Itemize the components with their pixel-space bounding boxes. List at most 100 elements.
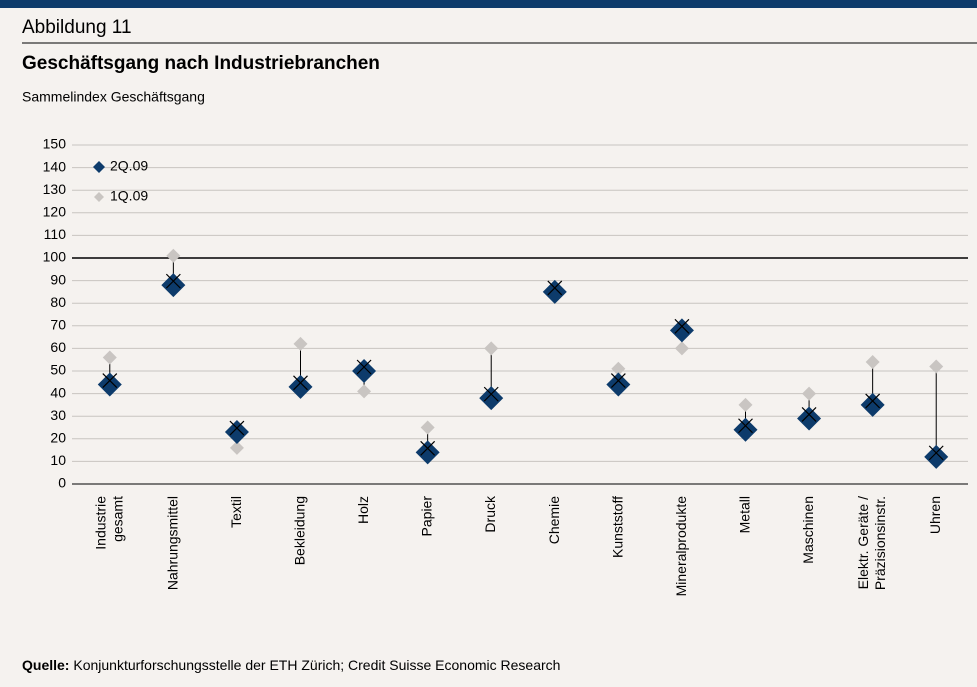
cross-2q [801, 407, 817, 422]
marker-1q [802, 386, 817, 401]
x-tick-label-line: Metall [736, 496, 752, 533]
cross-2q [483, 386, 499, 402]
legend-marker [93, 161, 105, 173]
cross-2q [928, 445, 944, 461]
top-bar [0, 0, 977, 8]
x-tick-label-line: Holz [355, 496, 371, 524]
y-tick-label: 120 [43, 204, 67, 220]
chart-subtitle: Sammelindex Geschäftsgang [22, 89, 205, 105]
y-tick-label: 100 [43, 249, 67, 265]
legend-marker [94, 192, 104, 202]
x-tick-label-line: Nahrungsmittel [164, 496, 180, 590]
cross-2q [293, 375, 308, 391]
x-tick-label: Papier [418, 496, 434, 537]
x-tick-label: Maschinen [800, 496, 816, 564]
y-tick-label: 30 [50, 407, 66, 423]
x-tick-label-line: Kunststoff [609, 496, 625, 558]
x-tick-label: Elektr. Geräte /Präzisionsinstr. [855, 496, 888, 590]
x-tick-label-line: Maschinen [800, 496, 816, 564]
marker-2q [669, 318, 694, 343]
marker-1q [674, 341, 689, 356]
y-tick-label: 90 [50, 271, 66, 287]
x-tick-label-line: Bekleidung [291, 496, 307, 565]
marker-2q [542, 279, 567, 304]
y-tick-label: 70 [50, 317, 66, 333]
marker-1q [357, 384, 372, 399]
y-tick-label: 60 [50, 339, 66, 355]
x-tick-label-line: Uhren [927, 496, 943, 534]
cross-2q [865, 393, 881, 409]
marker-1q [293, 336, 308, 351]
marker-1q [738, 397, 753, 412]
x-tick-label: Industriegesamt [92, 496, 125, 550]
legend-label: 1Q.09 [110, 188, 148, 204]
marker-1q [229, 440, 244, 455]
y-tick-label: 80 [50, 294, 66, 310]
cross-2q [738, 418, 753, 434]
cross-2q [674, 318, 690, 334]
x-tick-label-line: Chemie [545, 496, 561, 544]
marker-2q [733, 417, 758, 442]
x-tick-label-line: Druck [482, 495, 498, 533]
legend-label: 2Q.09 [110, 158, 148, 174]
y-tick-label: 140 [43, 158, 67, 174]
cross-2q [165, 273, 181, 289]
x-tick-label: Druck [482, 495, 498, 533]
marker-2q [352, 359, 377, 383]
marker-1q [484, 341, 499, 356]
marker-2q [97, 372, 122, 397]
y-tick-label: 0 [58, 475, 66, 491]
header: Abbildung 11 [22, 17, 132, 38]
marker-2q [797, 406, 822, 431]
marker-2q [924, 444, 949, 469]
marker-1q [102, 350, 117, 365]
marker-1q [166, 248, 181, 263]
x-tick-label: Metall [736, 496, 752, 533]
x-tick-label-line: Mineralprodukte [673, 496, 689, 597]
x-tick-label-line: Papier [418, 496, 434, 537]
cross-2q [356, 359, 372, 375]
x-tick-label-line: Präzisionsinstr. [872, 496, 888, 590]
cross-2q [229, 420, 245, 436]
marker-1q [865, 354, 880, 369]
marker-2q [415, 440, 440, 465]
x-tick-label-line: Industrie [92, 496, 108, 550]
x-tick-label-line: Textil [228, 496, 244, 528]
x-tick-label: Mineralprodukte [673, 496, 689, 597]
y-tick-label: 150 [43, 136, 67, 152]
marker-2q [161, 273, 186, 298]
marker-1q [611, 361, 626, 376]
x-tick-label: Uhren [927, 496, 943, 534]
x-tick-label-line: Elektr. Geräte / [855, 496, 871, 589]
marker-2q [606, 372, 631, 397]
x-tick-label: Kunststoff [609, 496, 625, 558]
y-tick-label: 130 [43, 181, 67, 197]
marker-2q [224, 420, 249, 445]
y-tick-label: 20 [50, 430, 66, 446]
marker-1q [929, 359, 944, 374]
x-tick-label: Chemie [545, 496, 561, 544]
marker-2q [479, 386, 504, 411]
y-tick-label: 110 [44, 226, 67, 242]
source-label: Quelle: [22, 657, 69, 673]
cross-2q [547, 280, 563, 296]
cross-2q [102, 373, 118, 388]
marker-1q [420, 420, 435, 435]
cross-2q [610, 373, 626, 388]
source: Quelle: Konjunkturforschungsstelle der E… [22, 657, 560, 673]
x-tick-label: Nahrungsmittel [164, 496, 180, 590]
chart-title: Geschäftsgang nach Industriebranchen [22, 53, 380, 74]
x-tick-label-line: gesamt [109, 496, 125, 542]
x-tick-label: Bekleidung [291, 496, 307, 565]
x-tick-label: Textil [228, 496, 244, 528]
y-tick-label: 50 [50, 362, 66, 378]
marker-2q [860, 392, 885, 417]
x-tick-label: Holz [355, 496, 371, 524]
source-text: Konjunkturforschungsstelle der ETH Züric… [73, 657, 560, 673]
marker-2q [288, 374, 313, 399]
y-tick-label: 40 [50, 384, 66, 400]
cross-2q [420, 440, 436, 456]
y-tick-label: 10 [50, 452, 66, 468]
